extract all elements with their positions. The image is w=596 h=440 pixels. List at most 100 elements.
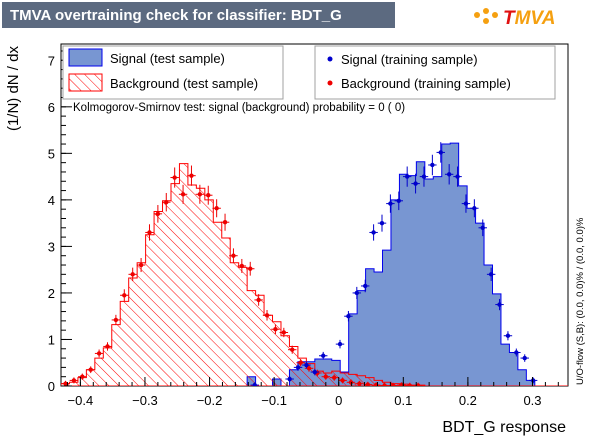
signal-train-point bbox=[394, 191, 404, 211]
background-train-point bbox=[103, 342, 112, 351]
background-train-point bbox=[120, 289, 129, 302]
signal-train-point bbox=[428, 154, 437, 176]
background-train-point bbox=[229, 248, 238, 264]
legend-swatch-background-test bbox=[68, 73, 103, 92]
background-train-point bbox=[304, 364, 314, 372]
title-banner bbox=[2, 2, 395, 28]
x-tick-label: −0.3 bbox=[132, 393, 158, 408]
signal-train-point bbox=[495, 298, 504, 311]
background-train-point bbox=[136, 257, 146, 273]
signal-train-point bbox=[302, 361, 311, 369]
chart-title: TMVA overtraining check for classifier: … bbox=[10, 7, 342, 24]
signal-train-point bbox=[461, 194, 471, 213]
background-train-point bbox=[195, 184, 205, 204]
background-train-point bbox=[128, 267, 137, 282]
signal-train-point bbox=[310, 368, 320, 376]
background-train-point bbox=[86, 366, 95, 374]
legend-marker-signal-train bbox=[327, 56, 333, 62]
y-tick-label: 2 bbox=[48, 286, 55, 301]
background-train-point bbox=[338, 377, 347, 384]
background-train-point bbox=[204, 185, 213, 205]
background-train-point bbox=[220, 213, 230, 231]
background-train-point bbox=[61, 380, 70, 386]
x-tick-label: −0.2 bbox=[197, 393, 223, 408]
background-train-point bbox=[321, 373, 331, 380]
ks-test-text: Kolmogorov-Smirnov test: signal (backgro… bbox=[73, 102, 405, 114]
signal-train-points bbox=[250, 142, 538, 386]
signal-train-point bbox=[520, 354, 529, 362]
signal-train-point bbox=[344, 310, 353, 322]
background-train-point bbox=[162, 192, 171, 212]
overflow-note: U/O-flow (S,B): (0.0, 0.0)% / (0.0, 0.0)… bbox=[575, 217, 586, 385]
signal-train-point bbox=[436, 142, 445, 163]
signal-train-point bbox=[318, 351, 328, 360]
legend-label-background-train: Background (training sample) bbox=[341, 76, 511, 91]
legend-marker-background-train bbox=[327, 80, 333, 86]
background-train-point bbox=[279, 327, 289, 338]
signal-train-point bbox=[470, 199, 479, 218]
signal-train-point bbox=[377, 214, 387, 232]
x-tick-label: 0.2 bbox=[459, 393, 477, 408]
logo-text: TMVA bbox=[503, 8, 555, 29]
y-tick-label: 3 bbox=[48, 239, 55, 254]
x-axis-label: BDT_G response bbox=[442, 419, 566, 436]
signal-train-point bbox=[360, 279, 370, 293]
background-train-point bbox=[111, 314, 121, 326]
x-tick-label: 0.3 bbox=[523, 393, 541, 408]
background-train-point bbox=[397, 382, 406, 386]
y-tick-label: 6 bbox=[48, 100, 55, 115]
signal-train-point bbox=[293, 363, 303, 371]
x-tick-label: 0.1 bbox=[394, 393, 412, 408]
background-train-point bbox=[254, 294, 263, 306]
background-train-point bbox=[178, 184, 188, 204]
signal-train-point bbox=[411, 173, 420, 194]
background-train-point bbox=[296, 359, 305, 367]
legend-right: Signal (training sample) Background (tra… bbox=[314, 45, 556, 100]
legend-label-background-test: Background (test sample) bbox=[110, 76, 258, 91]
background-train-point bbox=[271, 324, 280, 335]
signal-train-point bbox=[444, 164, 454, 185]
y-tick-label: 7 bbox=[48, 53, 55, 68]
signal-train-point bbox=[250, 382, 259, 386]
x-tick-label: −0.1 bbox=[261, 393, 287, 408]
y-tick-label: 1 bbox=[48, 332, 55, 347]
legend-left: Signal (test sample) Background (test sa… bbox=[62, 45, 284, 100]
legend-swatch-signal-test bbox=[68, 48, 103, 67]
signal-train-point bbox=[503, 331, 513, 341]
x-tick-label: 0 bbox=[335, 393, 342, 408]
signal-train-point bbox=[386, 194, 395, 213]
signal-test-histogram bbox=[61, 142, 568, 386]
background-train-point bbox=[287, 345, 297, 354]
signal-train-point bbox=[512, 348, 521, 357]
y-axis-label: (1/N) dN / dx bbox=[5, 46, 22, 132]
signal-train-point bbox=[486, 267, 496, 282]
y-tick-label: 0 bbox=[48, 379, 55, 394]
background-train-point bbox=[94, 349, 104, 358]
signal-train-point bbox=[335, 339, 345, 349]
background-train-point bbox=[187, 165, 196, 186]
signal-train-point bbox=[453, 166, 462, 187]
background-train-point bbox=[413, 382, 423, 386]
y-tick-label: 4 bbox=[48, 193, 55, 208]
background-train-point bbox=[355, 380, 364, 386]
background-train-point bbox=[380, 382, 389, 386]
background-train-point bbox=[405, 382, 414, 386]
legend-label-signal-test: Signal (test sample) bbox=[110, 51, 225, 66]
background-train-point bbox=[153, 205, 163, 223]
background-test-histogram bbox=[61, 163, 568, 386]
background-train-point bbox=[69, 377, 79, 384]
background-train-point bbox=[237, 258, 247, 273]
signal-train-point bbox=[419, 166, 429, 187]
signal-train-point bbox=[369, 224, 378, 241]
background-train-point bbox=[246, 261, 255, 276]
signal-train-point bbox=[402, 166, 412, 187]
legend-label-signal-train: Signal (training sample) bbox=[341, 52, 478, 67]
y-tick-label: 5 bbox=[48, 146, 55, 161]
signal-train-point bbox=[478, 219, 487, 237]
background-train-point bbox=[212, 199, 221, 218]
tmva-logo: TMVA bbox=[474, 8, 555, 29]
background-train-point bbox=[145, 224, 154, 241]
signal-train-point bbox=[352, 286, 362, 299]
background-train-point bbox=[78, 373, 87, 380]
